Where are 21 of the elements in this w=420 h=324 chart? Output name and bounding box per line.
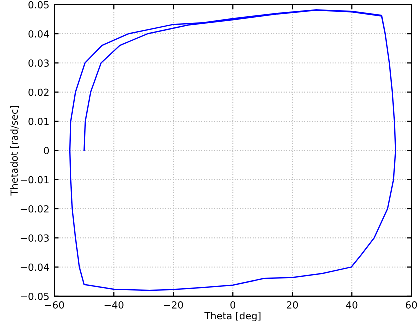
line-series <box>69 9 396 292</box>
y-tick-label: −0.02 <box>20 205 49 213</box>
x-tick-label: −60 <box>45 301 64 309</box>
y-axis-title: Thetadot [rad/sec] <box>10 106 20 196</box>
y-tick-label: −0.04 <box>20 264 50 272</box>
y-tick-label: −0.01 <box>20 176 49 184</box>
x-tick-label: 40 <box>346 301 358 309</box>
y-tick-label: 0.01 <box>28 118 49 126</box>
y-tick-label: −0.05 <box>20 292 49 300</box>
x-tick-label: 0 <box>230 301 236 309</box>
x-tick-label: −20 <box>164 301 184 309</box>
y-tick-label: 0.04 <box>28 30 50 38</box>
x-tick-label: 20 <box>287 301 298 309</box>
x-tick-label: 60 <box>406 301 418 309</box>
y-tick-label: 0 <box>44 147 50 154</box>
y-tick-label: 0.03 <box>28 60 49 68</box>
x-axis-title: Theta [deg] <box>204 312 261 322</box>
x-tick-label: −40 <box>104 301 124 309</box>
y-tick-label: −0.03 <box>20 234 49 242</box>
y-tick-label: 0.05 <box>28 1 49 9</box>
y-tick-label: 0.02 <box>28 88 49 96</box>
